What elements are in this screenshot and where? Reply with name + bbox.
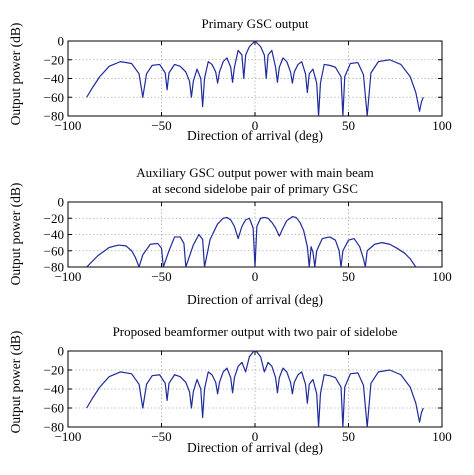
x-tick-label: 50	[342, 118, 355, 133]
x-tick-label: −100	[55, 429, 82, 444]
x-tick-label: 50	[342, 269, 355, 284]
x-tick-label: −50	[151, 269, 171, 284]
x-tick-label: −50	[151, 429, 171, 444]
chart-panel-2: Auxiliary GSC output power with main bea…	[8, 165, 452, 307]
y-tick-label: −80	[44, 260, 64, 275]
y-tick-label: −80	[44, 420, 64, 435]
x-tick-label: 0	[252, 269, 259, 284]
y-axis-label: Output power (dB)	[8, 183, 23, 286]
x-axis-label: Direction of arrival (deg)	[187, 292, 323, 307]
x-tick-label: −50	[151, 118, 171, 133]
chart-panel-3: Proposed beamformer output with two pair…	[8, 324, 452, 455]
y-tick-label: −60	[44, 90, 64, 105]
x-tick-label: 0	[252, 429, 259, 444]
y-tick-label: −20	[44, 211, 64, 226]
y-tick-label: 0	[58, 344, 65, 359]
x-tick-label: 0	[252, 118, 259, 133]
series-line	[86, 216, 424, 267]
chart-panel-1: Primary GSC output Direction of arrival …	[8, 16, 452, 143]
y-tick-label: −80	[44, 109, 64, 124]
axes: −100 −50 0 50 100 0 −20 −40 −60 −80	[44, 344, 452, 445]
x-tick-label: −100	[55, 118, 82, 133]
chart-title: Primary GSC output	[202, 16, 309, 31]
x-tick-label: 100	[432, 429, 452, 444]
y-tick-label: 0	[58, 195, 65, 210]
axes: −100 −50 0 50 100 0 −20 −40 −60 −80	[44, 34, 452, 134]
chart-title-line-2: at second sidelobe pair of primary GSC	[152, 181, 358, 196]
y-tick-label: −40	[44, 382, 64, 397]
series-line	[86, 350, 424, 427]
chart-title: Proposed beamformer output with two pair…	[113, 324, 398, 339]
chart-title: Auxiliary GSC output power with main bea…	[136, 165, 374, 180]
x-tick-label: 100	[432, 118, 452, 133]
y-tick-label: −20	[44, 363, 64, 378]
x-axis-label: Direction of arrival (deg)	[187, 440, 323, 455]
y-tick-label: −60	[44, 401, 64, 416]
y-tick-label: −20	[44, 52, 64, 67]
y-tick-label: 0	[58, 34, 65, 49]
x-tick-label: 50	[342, 429, 355, 444]
y-axis-label: Output power (dB)	[8, 23, 23, 126]
y-tick-label: −40	[44, 227, 64, 242]
series-line	[86, 40, 424, 116]
y-axis-label: Output power (dB)	[8, 331, 23, 434]
x-tick-label: −100	[55, 269, 82, 284]
x-tick-label: 100	[432, 269, 452, 284]
y-tick-label: −60	[44, 243, 64, 258]
y-tick-label: −40	[44, 71, 64, 86]
x-axis-label: Direction of arrival (deg)	[187, 128, 323, 143]
